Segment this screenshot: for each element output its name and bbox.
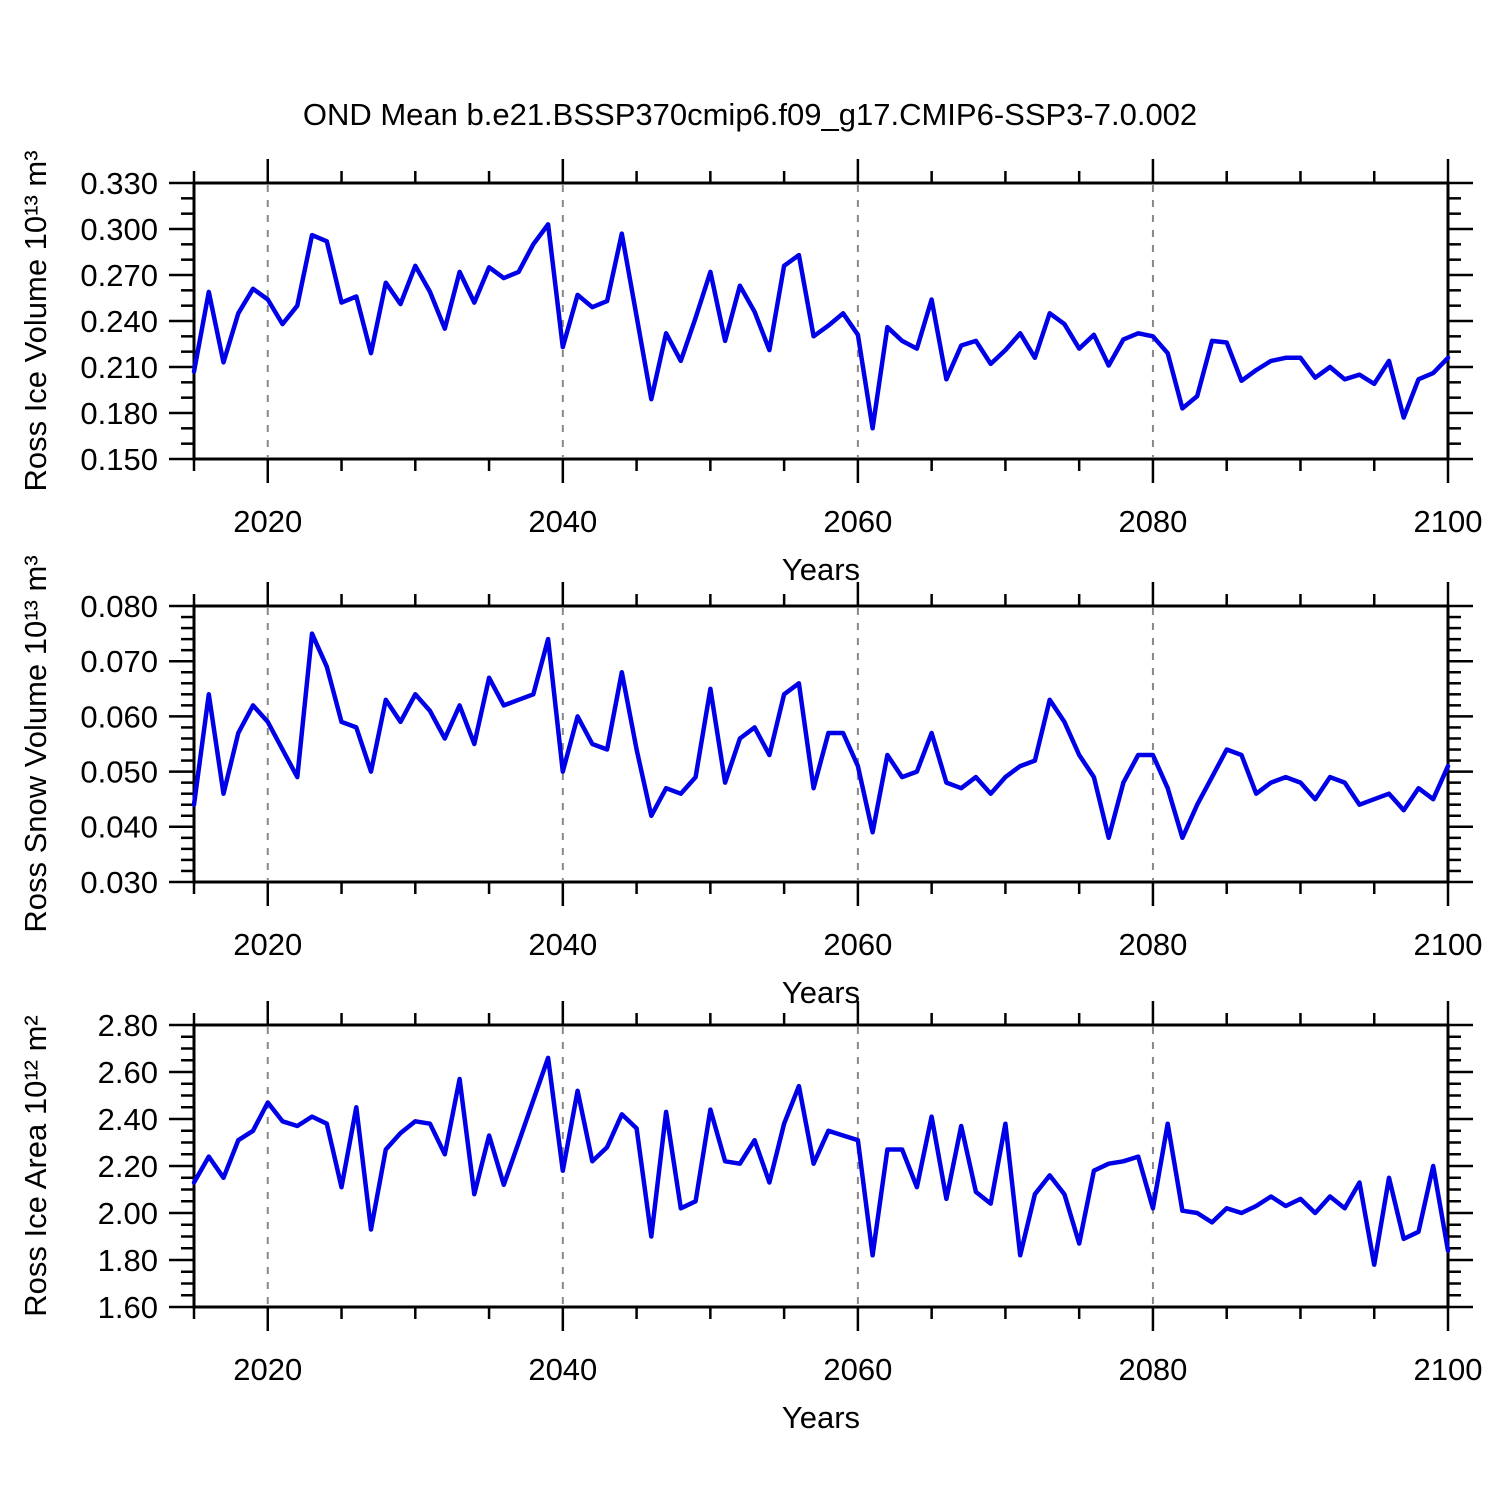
figure-title: OND Mean b.e21.BSSP370cmip6.f09_g17.CMIP… xyxy=(302,97,1198,132)
panel-0: 0.330 0.300 0.270 0.240 0.210 0.180 0.150 2020 2… xyxy=(18,150,1482,587)
panel-2: 2.80 2.60 2.40 2.20 2.00 1.80 1.60 2020 2040 2060… xyxy=(18,1001,1482,1435)
x-tick-label: 2060 xyxy=(823,927,892,962)
y-tick-label: 0.040 xyxy=(80,810,158,845)
y-tick-label: 0.050 xyxy=(80,754,158,789)
y-tick-label: 2.00 xyxy=(98,1196,158,1231)
panel-frame xyxy=(192,604,1450,884)
x-tick-label: 2080 xyxy=(1118,927,1187,962)
x-tick-label: 2080 xyxy=(1118,504,1187,539)
y-tick-label: 0.330 xyxy=(80,166,158,201)
y-tick-label: 0.300 xyxy=(80,212,158,247)
y-tick-label: 2.80 xyxy=(98,1008,158,1043)
panel-frame xyxy=(192,1023,1450,1309)
x-tick-label: 2100 xyxy=(1414,504,1483,539)
y-tick-label: 2.60 xyxy=(98,1055,158,1090)
panel-frame xyxy=(192,181,1450,461)
x-tick-label: 2100 xyxy=(1414,1352,1483,1387)
y-axis-title: Ross Ice Volume 10¹³ m³ xyxy=(18,150,53,491)
y-tick-label: 0.210 xyxy=(80,350,158,385)
x-tick-label: 2100 xyxy=(1414,927,1483,962)
x-tick-label: 2020 xyxy=(233,1352,302,1387)
data-series-line xyxy=(191,222,1451,431)
y-tick-label: 0.270 xyxy=(80,258,158,293)
x-tick-label: 2060 xyxy=(823,1352,892,1387)
y-tick-label: 2.40 xyxy=(98,1102,158,1137)
x-tick-label: 2040 xyxy=(528,1352,597,1387)
x-axis-title: Years xyxy=(782,552,860,587)
y-tick-label: 0.060 xyxy=(80,699,158,734)
y-tick-label: 1.60 xyxy=(98,1290,158,1325)
x-axis-title: Years xyxy=(782,975,860,1010)
y-axis-title: Ross Ice Area 10¹² m² xyxy=(18,1015,53,1316)
x-tick-label: 2020 xyxy=(233,927,302,962)
y-tick-label: 0.240 xyxy=(80,304,158,339)
x-tick-label: 2020 xyxy=(233,504,302,539)
y-tick-label: 0.030 xyxy=(80,865,158,900)
y-tick-label: 0.180 xyxy=(80,396,158,431)
x-tick-label: 2040 xyxy=(528,504,597,539)
y-tick-label: 2.20 xyxy=(98,1149,158,1184)
panel-1: 0.080 0.070 0.060 0.050 0.040 0.030 2020 2040 20… xyxy=(18,555,1482,1010)
y-tick-label: 0.080 xyxy=(80,589,158,624)
x-tick-label: 2040 xyxy=(528,927,597,962)
data-series-line xyxy=(191,1055,1451,1267)
x-tick-label: 2060 xyxy=(823,504,892,539)
data-series-line xyxy=(191,631,1451,841)
x-axis-title: Years xyxy=(782,1400,860,1435)
y-axis-title: Ross Snow Volume 10¹³ m³ xyxy=(18,555,53,932)
y-tick-label: 0.070 xyxy=(80,644,158,679)
y-tick-label: 1.80 xyxy=(98,1243,158,1278)
y-tick-label: 0.150 xyxy=(80,442,158,477)
x-tick-label: 2080 xyxy=(1118,1352,1187,1387)
